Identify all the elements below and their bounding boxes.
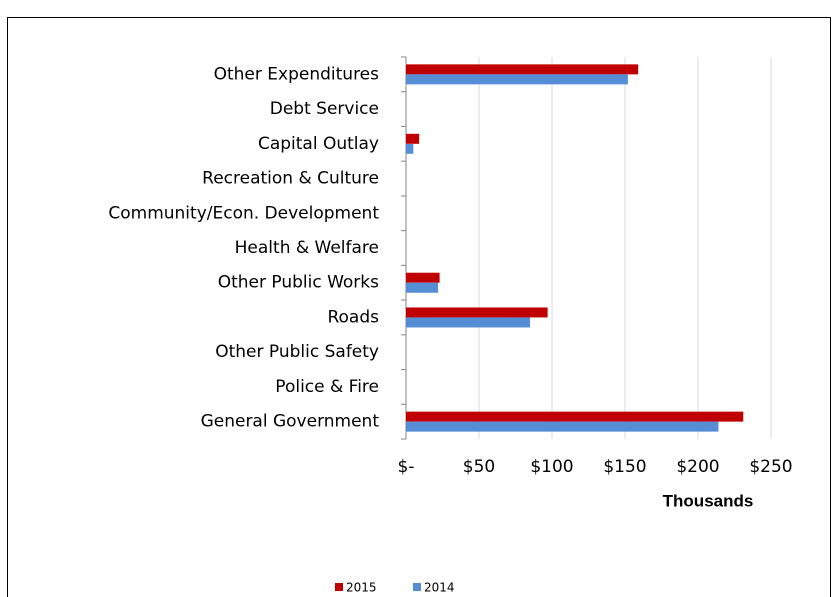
y-tick-label: Capital Outlay	[258, 134, 379, 154]
chart-frame	[7, 17, 831, 597]
legend-swatch	[335, 583, 343, 591]
bar	[406, 272, 440, 283]
bar	[406, 143, 414, 154]
x-tick-label: $-	[398, 457, 415, 477]
bar	[406, 74, 628, 85]
bar	[406, 307, 548, 318]
x-tick-label: $50	[463, 457, 495, 477]
bar	[406, 411, 744, 422]
bar	[406, 64, 639, 75]
bar	[406, 421, 719, 432]
bar	[406, 282, 439, 293]
y-tick-label: Police & Fire	[275, 377, 379, 397]
legend-swatch	[413, 583, 421, 591]
y-tick-label: Recreation & Culture	[202, 169, 379, 189]
y-tick-label: General Government	[201, 412, 380, 432]
bar	[406, 133, 420, 144]
x-tick-label: $200	[676, 457, 719, 477]
legend-label: 2015	[346, 581, 377, 595]
y-tick-label: Other Public Works	[218, 273, 379, 293]
x-tick-label: $100	[530, 457, 573, 477]
y-tick-label: Other Expenditures	[214, 64, 380, 84]
y-tick-label: Roads	[327, 307, 379, 327]
x-tick-label: $250	[749, 457, 792, 477]
x-tick-label: $150	[603, 457, 646, 477]
y-tick-label: Community/Econ. Development	[108, 203, 379, 223]
y-tick-label: Health & Welfare	[235, 238, 379, 258]
x-axis-title: Thousands	[663, 491, 754, 510]
bar	[406, 317, 531, 328]
y-tick-label: Other Public Safety	[215, 342, 379, 362]
y-tick-label: Debt Service	[270, 99, 379, 119]
legend-label: 2014	[424, 581, 455, 595]
